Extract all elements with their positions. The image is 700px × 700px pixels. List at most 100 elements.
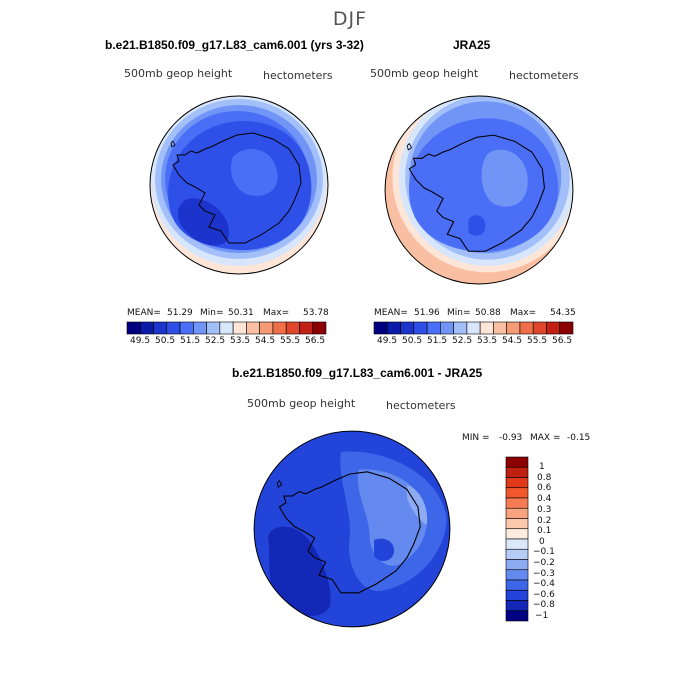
colorbar-swatch [373,321,388,335]
p3-low-1 [268,526,331,617]
colorbar-swatch [505,548,529,560]
panel3-map [253,430,451,628]
panel3-stats-max: -0.15 [567,433,591,443]
p1-island-1 [170,140,176,148]
panel1-title: b.e21.B1850.f09_g17.L83_cam6.001 (yrs 3-… [105,38,364,52]
colorbar-swatch [505,579,529,591]
colorbar-swatch [559,321,574,335]
colorbar-swatch [219,321,234,335]
colorbar-swatch [505,497,529,509]
p1-tick-2: 51.5 [180,336,201,346]
panel1-stats-max: 53.78 [303,308,329,318]
p3-tick-6: 0.1 [537,526,552,536]
colorbar-swatch [546,321,561,335]
p3-tick-9: −0.2 [533,558,555,568]
p2-island-1 [406,142,412,151]
panel2-field-label: 500mb geop height [370,67,479,80]
colorbar-swatch [453,321,468,335]
p3-tick-13: −0.8 [533,600,555,610]
colorbar-swatch [519,321,534,335]
p2-tick-6: 55.5 [527,336,548,346]
p2-tick-3: 52.5 [452,336,473,346]
p1-tick-7: 56.5 [305,336,326,346]
panel1-colorbar [126,321,327,335]
colorbar-swatch [299,321,314,335]
colorbar-swatch [179,321,194,335]
colorbar-swatch [505,507,529,519]
colorbar-swatch [505,518,529,530]
panel1-units-label: hectometers [263,69,333,82]
colorbar-swatch [139,321,154,335]
panel1-map [149,95,329,275]
colorbar-swatch [505,538,529,550]
panel1-colorbar-ticks: 49.5 50.5 51.5 52.5 53.5 54.5 55.5 56.5 [0,336,700,348]
p3-tick-10: −0.3 [533,569,555,579]
colorbar-swatch [232,321,247,335]
colorbar-swatch [440,321,454,335]
colorbar-swatch [126,321,141,335]
panel2-stats-max: 54.35 [550,308,576,318]
p3-island-1 [276,479,283,488]
colorbar-swatch [426,321,441,335]
panel2-stats-mean: 51.96 [414,308,440,318]
panel2-stats-min: 50.88 [475,308,501,318]
colorbar-swatch [246,321,260,335]
panel3-field-label: 500mb geop height [247,397,356,410]
p3-tick-0: 1 [539,462,545,472]
p2-low [468,215,486,236]
p1-tick-6: 55.5 [280,336,301,346]
colorbar-swatch [413,321,428,335]
p3-tick-5: 0.2 [537,516,552,526]
colorbar-swatch [153,321,168,335]
colorbar-swatch [285,321,300,335]
p2-tick-4: 53.5 [477,336,498,346]
colorbar-swatch [505,466,529,478]
p1-tick-0: 49.5 [130,336,151,346]
colorbar-swatch [505,477,529,489]
colorbar-swatch [505,569,529,581]
p2-coast [408,134,545,252]
colorbar-swatch [400,321,415,335]
p2-island-2 [393,134,399,141]
p1-band-6 [177,198,230,246]
colorbar-swatch [466,321,481,335]
colorbar-swatch [386,321,401,335]
panel1-stats-min-label: Min= [200,308,224,318]
panel1-stats-min: 50.31 [228,308,254,318]
panel2-colorbar-ticks: 49.5 50.5 51.5 52.5 53.5 54.5 55.5 56.5 [0,336,700,348]
p3-coast [278,471,421,594]
panel2-units-label: hectometers [509,69,579,82]
p3-tick-11: −0.4 [533,579,555,589]
p3-low-2 [374,538,395,562]
p3-tick-3: 0.4 [537,494,552,504]
colorbar-swatch [193,321,207,335]
p3-tick-1: 0.8 [537,473,552,483]
panel3-stats-min: -0.93 [499,433,523,443]
p1-tick-5: 54.5 [255,336,276,346]
colorbar-swatch [505,528,529,540]
panel2-title: JRA25 [453,38,491,52]
p2-tick-2: 51.5 [427,336,448,346]
p3-tick-7: 0 [539,537,545,547]
colorbar-swatch [505,456,529,468]
panel2-stats-mean-label: MEAN= [374,308,408,318]
colorbar-swatch [506,321,521,335]
colorbar-swatch [166,321,181,335]
p1-tick-4: 53.5 [230,336,251,346]
colorbar-swatch [272,321,287,335]
panel2-stats-max-label: Max= [510,308,537,318]
p3-tick-4: 0.3 [537,505,552,515]
p3-island-2 [263,470,269,478]
p3-tick-12: −0.6 [533,590,555,600]
panel1-stats-max-label: Max= [263,308,290,318]
panel3-title: b.e21.B1850.f09_g17.L83_cam6.001 - JRA25 [232,366,483,380]
panel1-stats-mean: 51.29 [167,308,193,318]
panel3-colorbar [505,456,529,622]
p2-high [481,149,528,207]
colorbar-swatch [493,321,507,335]
p2-tick-1: 50.5 [402,336,423,346]
p2-tick-5: 54.5 [502,336,523,346]
panel2-stats-min-label: Min= [447,308,471,318]
colorbar-swatch [532,321,547,335]
p3-tick-14: −1 [535,611,549,621]
